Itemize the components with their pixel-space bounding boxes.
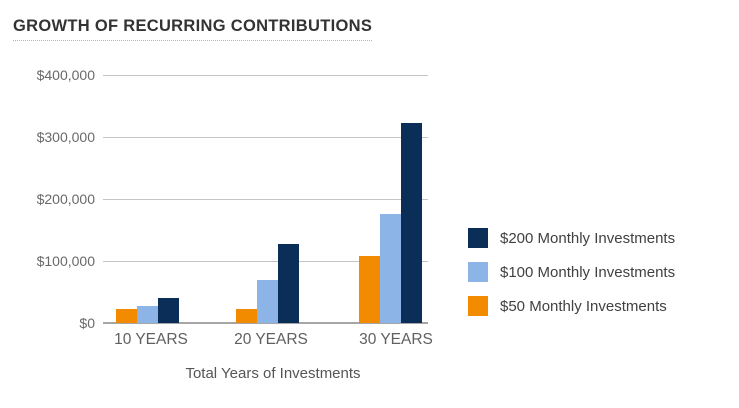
legend-item: $200 Monthly Investments (468, 228, 675, 248)
y-tick-label: $200,000 (36, 191, 95, 207)
legend: $200 Monthly Investments $100 Monthly Inv… (468, 228, 675, 316)
bar (256, 280, 278, 323)
x-axis-line (103, 322, 428, 324)
bar (379, 214, 401, 323)
gridline (103, 75, 428, 76)
y-tick-label: $400,000 (36, 67, 95, 83)
bar (115, 309, 137, 323)
y-tick-label: $100,000 (36, 253, 95, 269)
legend-item: $50 Monthly Investments (468, 296, 675, 316)
gridline (103, 199, 428, 200)
gridline (103, 137, 428, 138)
gridline (103, 261, 428, 262)
legend-swatch-icon (468, 228, 488, 248)
bar (157, 298, 179, 323)
x-tick-label: 20 YEARS (234, 331, 308, 348)
legend-swatch-icon (468, 296, 488, 316)
y-tick-label: $0 (79, 315, 95, 331)
chart-title: GROWTH OF RECURRING CONTRIBUTIONS (13, 17, 373, 41)
legend-label: $50 Monthly Investments (500, 297, 667, 315)
legend-label: $100 Monthly Investments (500, 263, 676, 281)
bar (400, 123, 422, 323)
bar (277, 244, 299, 323)
bar (235, 309, 257, 323)
x-tick-label: 10 YEARS (114, 331, 188, 348)
legend-item: $100 Monthly Investments (468, 262, 675, 282)
bar (136, 306, 158, 323)
bar (358, 256, 380, 323)
x-axis-title: Total Years of Investments (185, 365, 361, 382)
y-tick-label: $300,000 (36, 129, 95, 145)
legend-swatch-icon (468, 262, 488, 282)
legend-label: $200 Monthly Investments (500, 229, 676, 247)
x-tick-label: 30 YEARS (359, 331, 433, 348)
